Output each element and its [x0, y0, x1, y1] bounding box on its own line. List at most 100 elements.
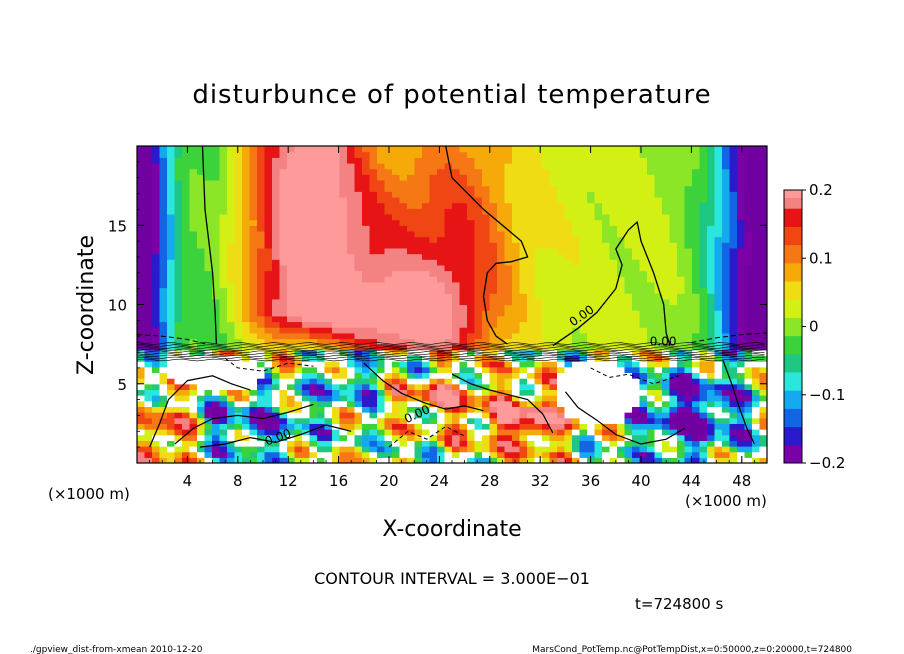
heatmap-cell: [519, 264, 528, 272]
heatmap-cell: [429, 321, 438, 328]
heatmap-cell: [602, 208, 611, 215]
heatmap-cell: [204, 259, 213, 266]
heatmap-cell: [219, 383, 228, 391]
heatmap-cell: [579, 457, 588, 463]
heatmap-cell: [452, 264, 461, 272]
heatmap-cell: [324, 440, 333, 447]
heatmap-cell: [182, 457, 191, 463]
heatmap-cell: [324, 196, 333, 204]
heatmap-cell: [512, 196, 521, 204]
heatmap-cell: [557, 276, 566, 283]
heatmap-cell: [609, 434, 618, 441]
heatmap-cell: [662, 247, 671, 255]
heatmap-cell: [549, 276, 558, 283]
heatmap-cell: [489, 191, 498, 198]
heatmap-cell: [714, 208, 723, 215]
heatmap-cell: [384, 338, 393, 345]
heatmap-cell: [474, 355, 483, 362]
heatmap-cell: [332, 355, 341, 362]
heatmap-cell: [227, 429, 236, 436]
heatmap-cell: [759, 146, 767, 153]
heatmap-cell: [317, 372, 326, 379]
heatmap-cell: [182, 383, 191, 391]
heatmap-cell: [452, 304, 461, 311]
heatmap-cell: [647, 259, 656, 266]
heatmap-cell: [437, 423, 446, 430]
heatmap-cell: [152, 270, 161, 277]
heatmap-cell: [707, 146, 716, 153]
heatmap-cell: [332, 276, 341, 283]
heatmap-cell: [197, 225, 206, 232]
heatmap-cell: [377, 196, 386, 204]
heatmap-cell: [257, 230, 266, 238]
heatmap-cell: [579, 287, 588, 294]
heatmap-cell: [527, 457, 536, 463]
heatmap-cell: [624, 315, 633, 323]
heatmap-cell: [684, 196, 693, 204]
heatmap-cell: [384, 446, 393, 453]
heatmap-cell: [302, 276, 311, 283]
heatmap-cell: [384, 208, 393, 215]
heatmap-cell: [662, 332, 671, 340]
heatmap-cell: [594, 338, 603, 345]
heatmap-cell: [174, 355, 183, 362]
heatmap-cell: [542, 315, 551, 323]
heatmap-cell: [722, 236, 731, 243]
heatmap-cell: [317, 434, 326, 441]
heatmap-cell: [302, 451, 311, 458]
heatmap-cell: [684, 236, 693, 243]
heatmap-cell: [332, 174, 341, 181]
heatmap-cell: [587, 157, 596, 164]
heatmap-cell: [212, 219, 221, 226]
heatmap-cell: [587, 253, 596, 260]
heatmap-cell: [309, 423, 318, 430]
heatmap-cell: [204, 162, 213, 170]
heatmap-cell: [137, 434, 146, 441]
heatmap-cell: [452, 417, 461, 424]
heatmap-cell: [444, 327, 453, 334]
heatmap-cell: [752, 270, 761, 277]
heatmap-cell: [332, 208, 341, 215]
heatmap-cell: [512, 315, 521, 323]
heatmap-cell: [699, 146, 708, 153]
heatmap-cell: [309, 247, 318, 255]
heatmap-cell: [714, 179, 723, 187]
heatmap-cell: [752, 321, 761, 328]
heatmap-cell: [174, 270, 183, 277]
heatmap-cell: [437, 146, 446, 153]
heatmap-cell: [759, 208, 767, 215]
heatmap-cell: [699, 366, 708, 374]
heatmap-cell: [654, 310, 663, 317]
heatmap-cell: [174, 383, 183, 391]
heatmap-cell: [677, 225, 686, 232]
heatmap-cell: [624, 406, 633, 413]
heatmap-cell: [197, 236, 206, 243]
heatmap-cell: [609, 208, 618, 215]
heatmap-cell: [317, 310, 326, 317]
heatmap-cell: [257, 372, 266, 379]
heatmap-cell: [677, 287, 686, 294]
heatmap-cell: [684, 315, 693, 323]
heatmap-cell: [264, 225, 273, 232]
heatmap-cell: [602, 457, 611, 463]
heatmap-cell: [587, 440, 596, 447]
heatmap-cell: [309, 219, 318, 226]
heatmap-cell: [429, 191, 438, 198]
heatmap-cell: [152, 315, 161, 323]
heatmap-cell: [257, 344, 266, 351]
heatmap-cell: [527, 406, 536, 413]
heatmap-cell: [272, 293, 281, 300]
heatmap-cell: [677, 395, 686, 402]
heatmap-cell: [242, 412, 251, 419]
heatmap-cell: [474, 400, 483, 407]
heatmap-cell: [257, 174, 266, 181]
heatmap-cell: [549, 429, 558, 436]
heatmap-cell: [617, 151, 626, 158]
heatmap-cell: [219, 446, 228, 453]
heatmap-cell: [317, 400, 326, 407]
heatmap-cell: [234, 151, 243, 158]
heatmap-cell: [317, 298, 326, 306]
heatmap-cell: [504, 270, 513, 277]
heatmap-cell: [519, 344, 528, 351]
heatmap-cell: [467, 162, 476, 170]
